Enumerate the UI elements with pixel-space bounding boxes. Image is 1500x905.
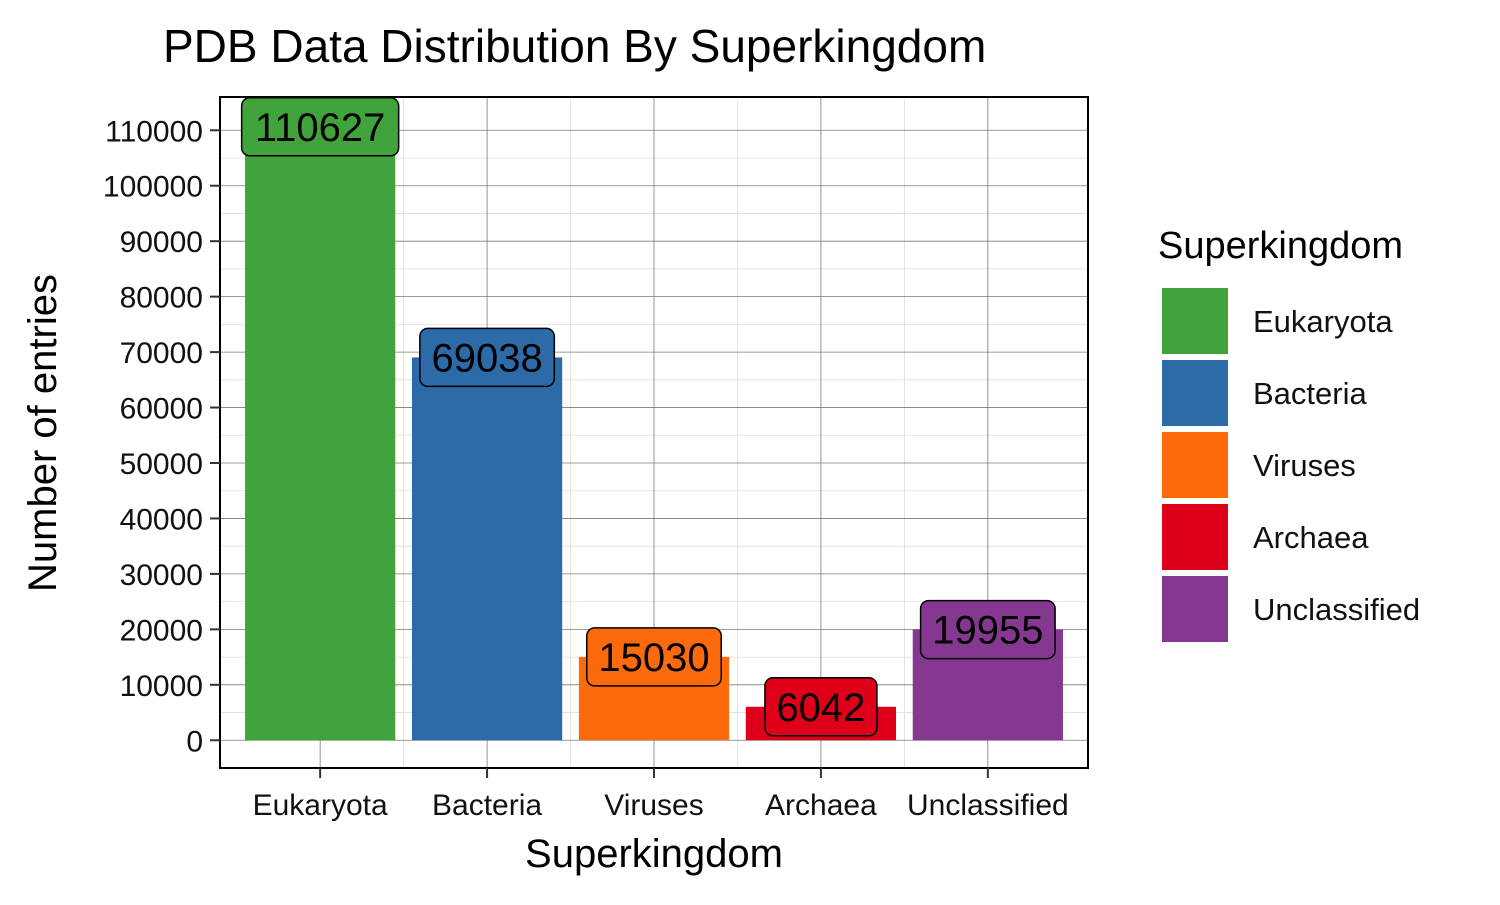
bars [245, 126, 1063, 741]
y-tick-label: 70000 [120, 337, 203, 370]
data-label-box [419, 327, 556, 388]
data-label-box [586, 627, 722, 687]
chart-title: PDB Data Distribution By Superkingdom [163, 20, 986, 72]
legend: Superkingdom Eukaryota Bacteria Viruses Arc… [1158, 225, 1420, 642]
bar-bacteria [411, 357, 563, 741]
legend-swatch [1162, 360, 1228, 426]
y-tick-label: 0 [186, 725, 203, 758]
x-tick-label: Unclassified [907, 789, 1069, 822]
y-tick-label: 80000 [120, 282, 203, 315]
legend-swatch [1162, 432, 1228, 498]
legend-swatch [1162, 576, 1228, 642]
y-tick-label: 50000 [120, 448, 203, 481]
y-tick-label: 60000 [120, 393, 203, 426]
y-tick-label: 100000 [103, 171, 203, 204]
bar-eukaryota [245, 126, 396, 741]
x-tick-label: Archaea [765, 789, 877, 822]
legend-swatch [1162, 288, 1228, 354]
data-labels: 110627 69038 15030 6042 19955 [240, 97, 1056, 737]
data-label: 110627 [255, 106, 386, 150]
legend-label: Eukaryota [1253, 304, 1393, 339]
legend-label: Bacteria [1253, 376, 1367, 411]
data-label-box [919, 599, 1056, 660]
x-tick-label: Viruses [604, 789, 704, 822]
data-label: 15030 [598, 636, 709, 680]
x-axis-label: Superkingdom [525, 832, 783, 876]
legend-label: Unclassified [1253, 592, 1420, 627]
y-tick-label: 90000 [120, 226, 203, 259]
legend-title: Superkingdom [1158, 225, 1403, 267]
legend-label: Archaea [1253, 520, 1369, 555]
y-tick-label: 20000 [120, 614, 203, 647]
data-label-box [240, 97, 400, 157]
y-tick-label: 110000 [105, 115, 203, 148]
y-axis-label: Number of entries [21, 274, 65, 592]
data-label: 6042 [776, 686, 865, 730]
y-tick-label: 40000 [120, 503, 203, 536]
legend-swatch [1162, 504, 1228, 570]
y-tick-label: 10000 [120, 670, 203, 703]
data-label: 19955 [932, 609, 1043, 653]
axes: 0 10000 20000 30000 40000 50000 60000 70000 8000… [103, 96, 1089, 822]
x-tick-label: Bacteria [432, 789, 542, 822]
data-label-box [764, 677, 878, 737]
x-tick-label: Eukaryota [253, 789, 388, 822]
legend-label: Viruses [1253, 448, 1356, 483]
data-label: 69038 [431, 336, 542, 380]
y-tick-label: 30000 [120, 559, 203, 592]
